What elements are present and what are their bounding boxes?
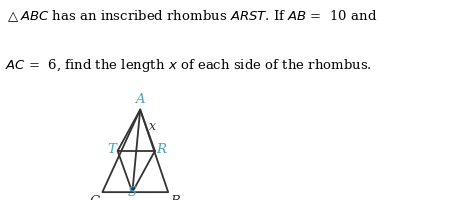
Text: T: T xyxy=(107,143,116,156)
Text: $AC$ =  6, find the length $x$ of each side of the rhombus.: $AC$ = 6, find the length $x$ of each si… xyxy=(5,57,372,74)
Text: C: C xyxy=(90,195,100,200)
Text: $\triangle$$ABC$ has an inscribed rhombus $ARST$. If $AB$ =  10 and: $\triangle$$ABC$ has an inscribed rhombu… xyxy=(5,9,377,24)
Text: B: B xyxy=(170,195,180,200)
Text: x: x xyxy=(149,120,156,133)
Text: A: A xyxy=(135,93,145,106)
Text: S: S xyxy=(128,186,137,199)
Text: R: R xyxy=(156,143,166,156)
